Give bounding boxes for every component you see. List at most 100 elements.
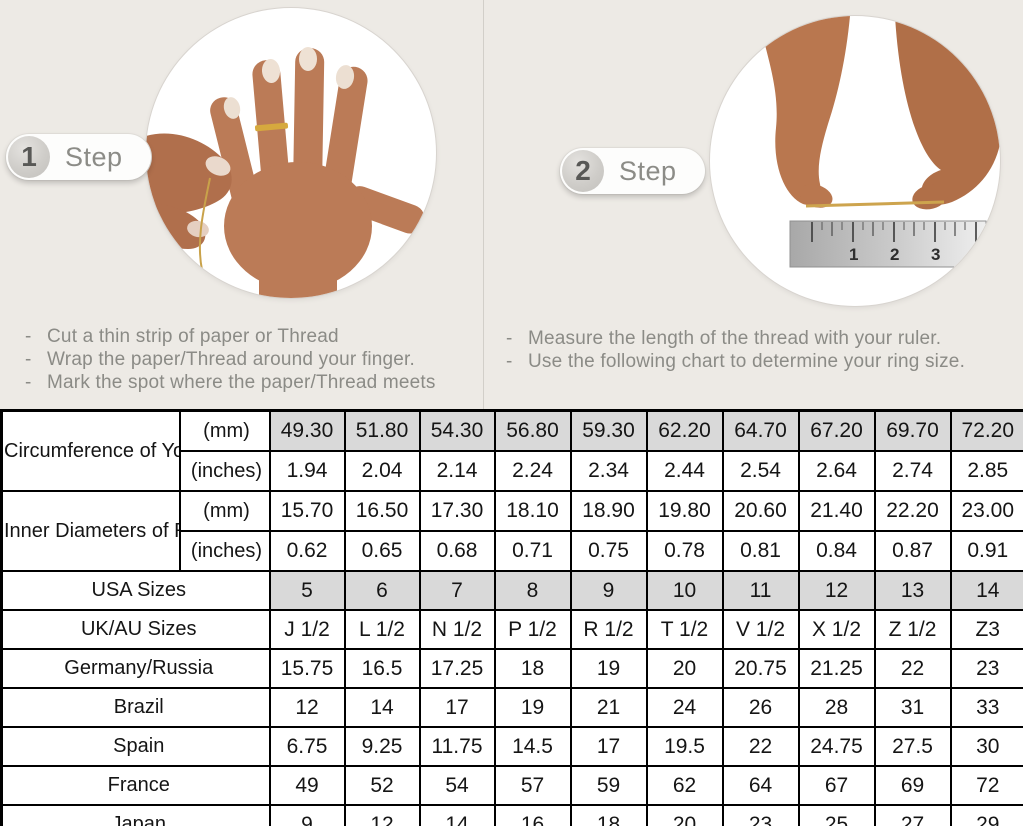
size-cell: 19 — [569, 648, 648, 689]
size-cell: 64.70 — [721, 409, 800, 452]
instruction-text: Wrap the paper/Thread around your finger… — [47, 349, 416, 370]
size-cell: 2.44 — [645, 450, 724, 492]
size-cell: 2.24 — [493, 450, 572, 492]
section-divider — [483, 0, 484, 409]
size-cell: 29 — [949, 804, 1023, 826]
table-row-usa: USA Sizes 5 6 7 8 9 10 11 12 13 14 — [0, 570, 1023, 611]
size-cell: 15.75 — [268, 648, 346, 689]
group-label-inner-diameters: Inner Diameters of Rings — [0, 490, 181, 572]
size-cell: 2.74 — [873, 450, 952, 492]
size-cell: 72.20 — [949, 409, 1023, 452]
size-cell: 0.87 — [873, 530, 952, 572]
size-cell: 72 — [949, 765, 1023, 806]
table-row-brazil: Brazil 12 14 17 19 21 24 26 28 31 33 — [0, 687, 1023, 728]
size-cell: 16.50 — [343, 490, 421, 532]
size-cell: 0.81 — [721, 530, 800, 572]
size-cell: 14.5 — [493, 726, 572, 767]
size-cell: 22 — [721, 726, 800, 767]
ruler: 1 2 3 — [789, 220, 987, 268]
size-cell: 49.30 — [268, 409, 346, 452]
country-label-ukau: UK/AU Sizes — [0, 609, 271, 650]
size-cell: 22 — [873, 648, 952, 689]
size-cell: 23 — [721, 804, 800, 826]
size-cell: 28 — [797, 687, 876, 728]
group-label-circumference: Circumference of Your Finger — [0, 409, 181, 492]
size-cell: 64 — [721, 765, 800, 806]
size-cell: 18 — [493, 648, 572, 689]
instruction-text: Use the following chart to determine you… — [528, 351, 966, 372]
size-cell: 54.30 — [418, 409, 496, 452]
country-label-usa: USA Sizes — [0, 570, 271, 611]
step1-label: Step — [65, 141, 123, 172]
size-cell: 18.10 — [493, 490, 572, 532]
table-row-japan: Japan 9 12 14 16 18 20 23 25 27 29 — [0, 804, 1023, 826]
table-row-diameter-inches: (inches) 0.62 0.65 0.68 0.71 0.75 0.78 0… — [2, 530, 1023, 572]
size-cell: 20 — [645, 648, 724, 689]
size-cell: T 1/2 — [645, 609, 724, 650]
size-cell: N 1/2 — [418, 609, 496, 650]
table-row-ukau: UK/AU Sizes J 1/2 L 1/2 N 1/2 P 1/2 R 1/… — [0, 609, 1023, 650]
size-cell: 49 — [268, 765, 346, 806]
instruction-line: - Measure the length of the thread with y… — [506, 327, 965, 350]
size-cell: 2.14 — [418, 450, 496, 492]
size-cell: 0.65 — [343, 530, 421, 572]
size-cell: 19.80 — [645, 490, 724, 532]
size-cell: 13 — [873, 570, 952, 611]
table-row-spain: Spain 6.75 9.25 11.75 14.5 17 19.5 22 24… — [0, 726, 1023, 767]
size-cell: 23 — [949, 648, 1023, 689]
size-cell: 18.90 — [569, 490, 648, 532]
size-cell: 33 — [949, 687, 1023, 728]
step2-label: Step — [619, 155, 677, 186]
size-cell: 17.25 — [418, 648, 496, 689]
left-hand — [758, 16, 850, 208]
size-cell: 22.20 — [873, 490, 952, 532]
size-cell: 24 — [645, 687, 724, 728]
step1-photo-circle — [146, 8, 436, 298]
size-cell: 21.40 — [797, 490, 876, 532]
size-cell: V 1/2 — [721, 609, 800, 650]
country-label-france: France — [0, 765, 271, 806]
instruction-text: Mark the spot where the paper/Thread mee… — [47, 372, 436, 393]
size-cell: 31 — [873, 687, 952, 728]
unit-cell: (inches) — [178, 530, 271, 572]
size-cell: X 1/2 — [797, 609, 876, 650]
size-cell: 59.30 — [569, 409, 648, 452]
size-cell: 2.34 — [569, 450, 648, 492]
bullet: - — [25, 326, 32, 347]
size-cell: 20 — [645, 804, 724, 826]
thread — [805, 200, 945, 208]
size-cell: 18 — [569, 804, 648, 826]
size-cell: 14 — [343, 687, 421, 728]
size-cell: 23.00 — [949, 490, 1023, 532]
step1-instructions: - Cut a thin strip of paper or Thread - Wr… — [25, 325, 436, 394]
size-cell: 5 — [268, 570, 346, 611]
instruction-line: - Mark the spot where the paper/Thread me… — [25, 371, 436, 394]
size-cell: 16 — [493, 804, 572, 826]
size-cell: 59 — [569, 765, 648, 806]
step2-instructions: - Measure the length of the thread with y… — [506, 327, 965, 373]
size-cell: 0.62 — [268, 530, 346, 572]
size-cell: 8 — [493, 570, 572, 611]
size-cell: 1.94 — [268, 450, 346, 492]
country-label-spain: Spain — [0, 726, 271, 767]
step2-photo-circle: 1 2 3 — [710, 16, 1000, 306]
size-cell: 20.75 — [721, 648, 800, 689]
step1-badge: 1 Step — [6, 134, 151, 180]
instruction-line: - Wrap the paper/Thread around your finge… — [25, 348, 436, 371]
size-cell: 7 — [418, 570, 496, 611]
table-row-germany-russia: Germany/Russia 15.75 16.5 17.25 18 19 20… — [0, 648, 1023, 689]
size-cell: 6 — [343, 570, 421, 611]
right-hand — [895, 16, 1000, 210]
size-cell: 51.80 — [343, 409, 421, 452]
unit-cell: (mm) — [178, 490, 271, 532]
size-cell: 26 — [721, 687, 800, 728]
size-cell: 0.91 — [949, 530, 1023, 572]
country-label-germany-russia: Germany/Russia — [0, 648, 271, 689]
size-cell: 20.60 — [721, 490, 800, 532]
size-cell: 9 — [569, 570, 648, 611]
size-cell: 69 — [873, 765, 952, 806]
size-cell: L 1/2 — [343, 609, 421, 650]
country-label-brazil: Brazil — [0, 687, 271, 728]
table-row-diameter-mm: Inner Diameters of Rings (mm) 15.70 16.5… — [0, 490, 1023, 572]
